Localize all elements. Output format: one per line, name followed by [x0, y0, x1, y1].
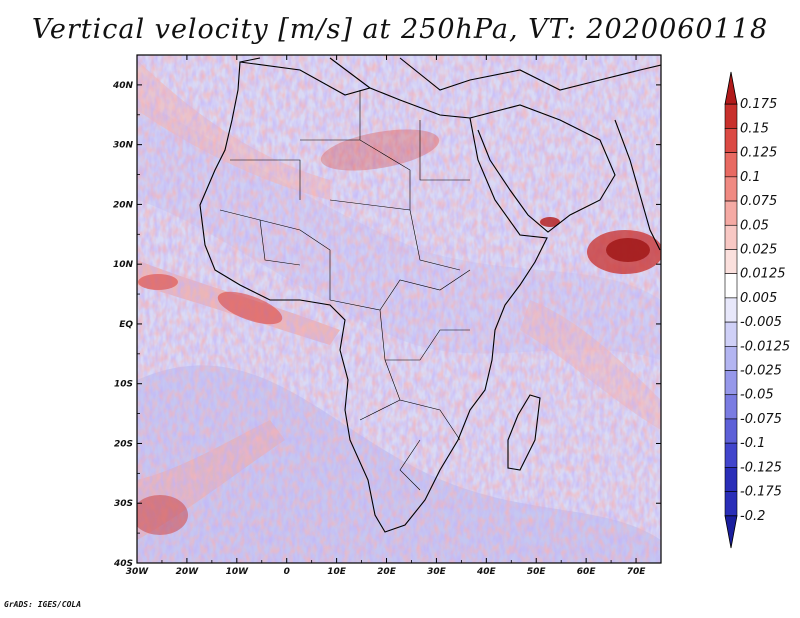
footer-credit: GrADS: IGES/COLA	[4, 600, 82, 609]
colorbar-label: 0.15	[740, 121, 769, 136]
colorbar	[724, 71, 738, 549]
updraft-arabian-sea-core	[606, 238, 650, 262]
colorbar-labels: 0.175 0.15 0.125 0.1 0.075 0.05 0.025 0.0125 0.0…	[740, 97, 790, 524]
lon-label: 10E	[327, 567, 347, 577]
africa-coastline	[199, 61, 548, 533]
colorbar-swatch	[724, 491, 738, 517]
colorbar-arrow-top	[724, 71, 738, 105]
colorbar-swatch	[724, 346, 738, 371]
colorbar-swatch	[724, 273, 738, 299]
colorbar-label: 0.0125	[740, 267, 786, 282]
lon-label: 10W	[226, 567, 250, 577]
coastlines	[199, 57, 661, 533]
colorbar-swatch	[724, 370, 738, 396]
lat-label: 30S	[114, 499, 133, 509]
colorbar-label: -0.2	[740, 509, 765, 524]
lat-label: 40N	[112, 81, 134, 91]
colorbar-swatch	[724, 103, 738, 129]
lon-label: 60E	[577, 567, 597, 577]
colorbar-swatch	[724, 224, 738, 250]
colorbar-label: 0.075	[740, 194, 777, 209]
colorbar-swatch	[724, 249, 738, 274]
europe-coastline	[239, 57, 661, 91]
colorbar-swatch	[724, 418, 738, 444]
borders-west	[219, 209, 331, 300]
lon-label: 30E	[427, 567, 447, 577]
colorbar-label: -0.005	[740, 315, 782, 330]
map-field	[137, 55, 661, 563]
map-frame	[136, 54, 662, 564]
longitude-labels: 30W 20W 10W 0 10E 20E 30E 40E 50E 60E 70E	[126, 567, 646, 577]
updraft-south-atlantic	[137, 495, 188, 535]
borders-central	[329, 269, 471, 491]
lat-label: 40S	[113, 559, 133, 569]
colorbar-label: 0.05	[740, 218, 769, 233]
colorbar-label: 0.025	[740, 242, 777, 257]
lon-label: 20E	[377, 567, 397, 577]
colorbar-label: -0.075	[740, 412, 782, 427]
lon-label: 50E	[527, 567, 547, 577]
india-coastline	[614, 119, 661, 251]
lat-label: 30N	[113, 141, 134, 151]
colorbar-swatch	[724, 321, 738, 347]
borders-north	[230, 90, 470, 271]
colorbar-label: 0.1	[740, 170, 761, 185]
colorbar-swatch	[724, 128, 738, 153]
latitude-labels: 40N 30N 20N 10N EQ 10S 20S 30S 40S	[112, 81, 134, 569]
colorbar-swatch	[724, 176, 738, 202]
axis-ticks	[136, 54, 662, 564]
updraft-atlantic	[138, 274, 178, 290]
lon-label: 0	[284, 567, 290, 577]
colorbar-swatch	[724, 467, 738, 492]
lon-label: 40E	[476, 567, 497, 577]
updraft-somalia	[540, 217, 560, 227]
colorbar-label: -0.175	[740, 485, 782, 500]
colorbar-swatch	[724, 200, 738, 226]
field-texture-red	[137, 55, 661, 563]
lat-label: 10N	[113, 260, 134, 270]
colorbar-label: -0.125	[740, 460, 782, 475]
lat-label: 20N	[113, 200, 134, 210]
colorbar-label: 0.005	[740, 291, 777, 306]
colorbar-label: 0.175	[740, 97, 777, 112]
colorbar-swatch	[724, 442, 738, 468]
colorbar-swatch	[724, 152, 738, 178]
lat-label: EQ	[119, 320, 133, 330]
colorbar-label: -0.1	[740, 436, 765, 451]
lon-label: 70E	[627, 567, 647, 577]
updraft-gulf-of-guinea	[217, 291, 283, 325]
lon-label: 30W	[126, 567, 150, 577]
lon-label: 20W	[176, 567, 200, 577]
chart-title: Vertical velocity [m/s] at 250hPa, VT: 2…	[31, 14, 769, 45]
colorbar-label: -0.025	[740, 364, 782, 379]
lat-label: 10S	[114, 380, 133, 390]
colorbar-swatch	[724, 297, 738, 323]
lat-label: 20S	[114, 439, 133, 449]
colorbar-label: -0.0125	[740, 339, 790, 354]
arabia-coastline	[469, 104, 616, 233]
colorbar-label: 0.125	[740, 146, 777, 161]
colorbar-arrow-bottom	[724, 515, 738, 549]
madagascar-coastline	[507, 394, 541, 471]
colorbar-label: -0.05	[740, 388, 774, 403]
colorbar-swatch	[724, 394, 738, 420]
